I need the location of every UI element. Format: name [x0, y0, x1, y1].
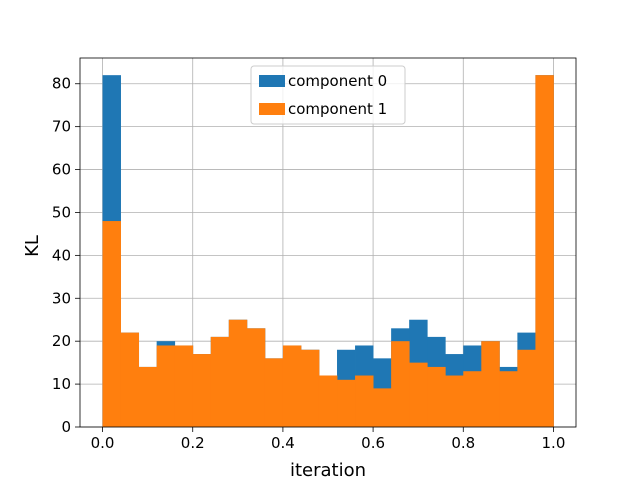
bar-series-1	[391, 341, 410, 427]
bar-series-1	[318, 375, 338, 427]
bar-series-1	[355, 375, 374, 427]
legend-label: component 0	[288, 72, 387, 90]
y-tick-label: 10	[52, 375, 71, 393]
y-tick-label: 50	[52, 203, 71, 221]
y-tick-label: 20	[52, 332, 71, 350]
bar-series-1	[120, 332, 140, 427]
y-axis-label: KL	[22, 235, 43, 257]
plot-frame	[79, 57, 577, 428]
legend-label: component 1	[288, 100, 387, 118]
y-tick-label: 40	[52, 246, 71, 264]
bar-series-1	[282, 345, 302, 427]
x-tick-label: 0.2	[181, 434, 205, 452]
bar-series-1	[300, 349, 320, 427]
bar-series-1	[337, 379, 356, 427]
bar-series-1	[210, 336, 230, 427]
x-axis-ticks: 0.0 0.2 0.4 0.6 0.8 1.0	[91, 427, 566, 452]
legend-swatch	[259, 75, 285, 87]
bar-series-1	[138, 366, 158, 427]
bar-series-1	[156, 345, 176, 427]
y-tick-label: 30	[52, 289, 71, 307]
bar-series-1	[264, 358, 284, 427]
bar-series-1	[535, 75, 554, 428]
legend-swatch	[259, 103, 285, 115]
x-tick-label: 0.6	[361, 434, 385, 452]
bar-series-1	[174, 345, 194, 427]
y-tick-label: 60	[52, 161, 71, 179]
legend: component 0 component 1	[250, 65, 406, 125]
bar-series-1	[409, 362, 428, 427]
y-axis-ticks: 0 10 20 30 40 50 60 70 80	[52, 75, 80, 436]
x-tick-label: 1.0	[542, 434, 566, 452]
x-tick-label: 0.8	[451, 434, 475, 452]
bar-series-1	[463, 371, 482, 427]
bar-series-1	[192, 354, 212, 427]
bar-series-1	[427, 366, 446, 427]
bar-series-1	[228, 319, 248, 427]
bar-series-1	[373, 388, 392, 427]
y-tick-label: 0	[61, 418, 71, 436]
legend-box	[250, 65, 406, 125]
bar-series-1	[517, 349, 536, 427]
x-axis-label: iteration	[290, 460, 366, 480]
bar-series-1	[445, 375, 464, 427]
bar-series-1	[102, 221, 121, 427]
x-tick-label: 0.0	[91, 434, 115, 452]
y-tick-label: 80	[52, 75, 71, 93]
y-tick-label: 70	[52, 118, 71, 136]
bar-series-1	[499, 371, 518, 427]
x-tick-label: 0.4	[271, 434, 295, 452]
bar-series-1	[246, 328, 266, 427]
bars	[102, 75, 554, 428]
bar-series-1	[481, 341, 500, 427]
